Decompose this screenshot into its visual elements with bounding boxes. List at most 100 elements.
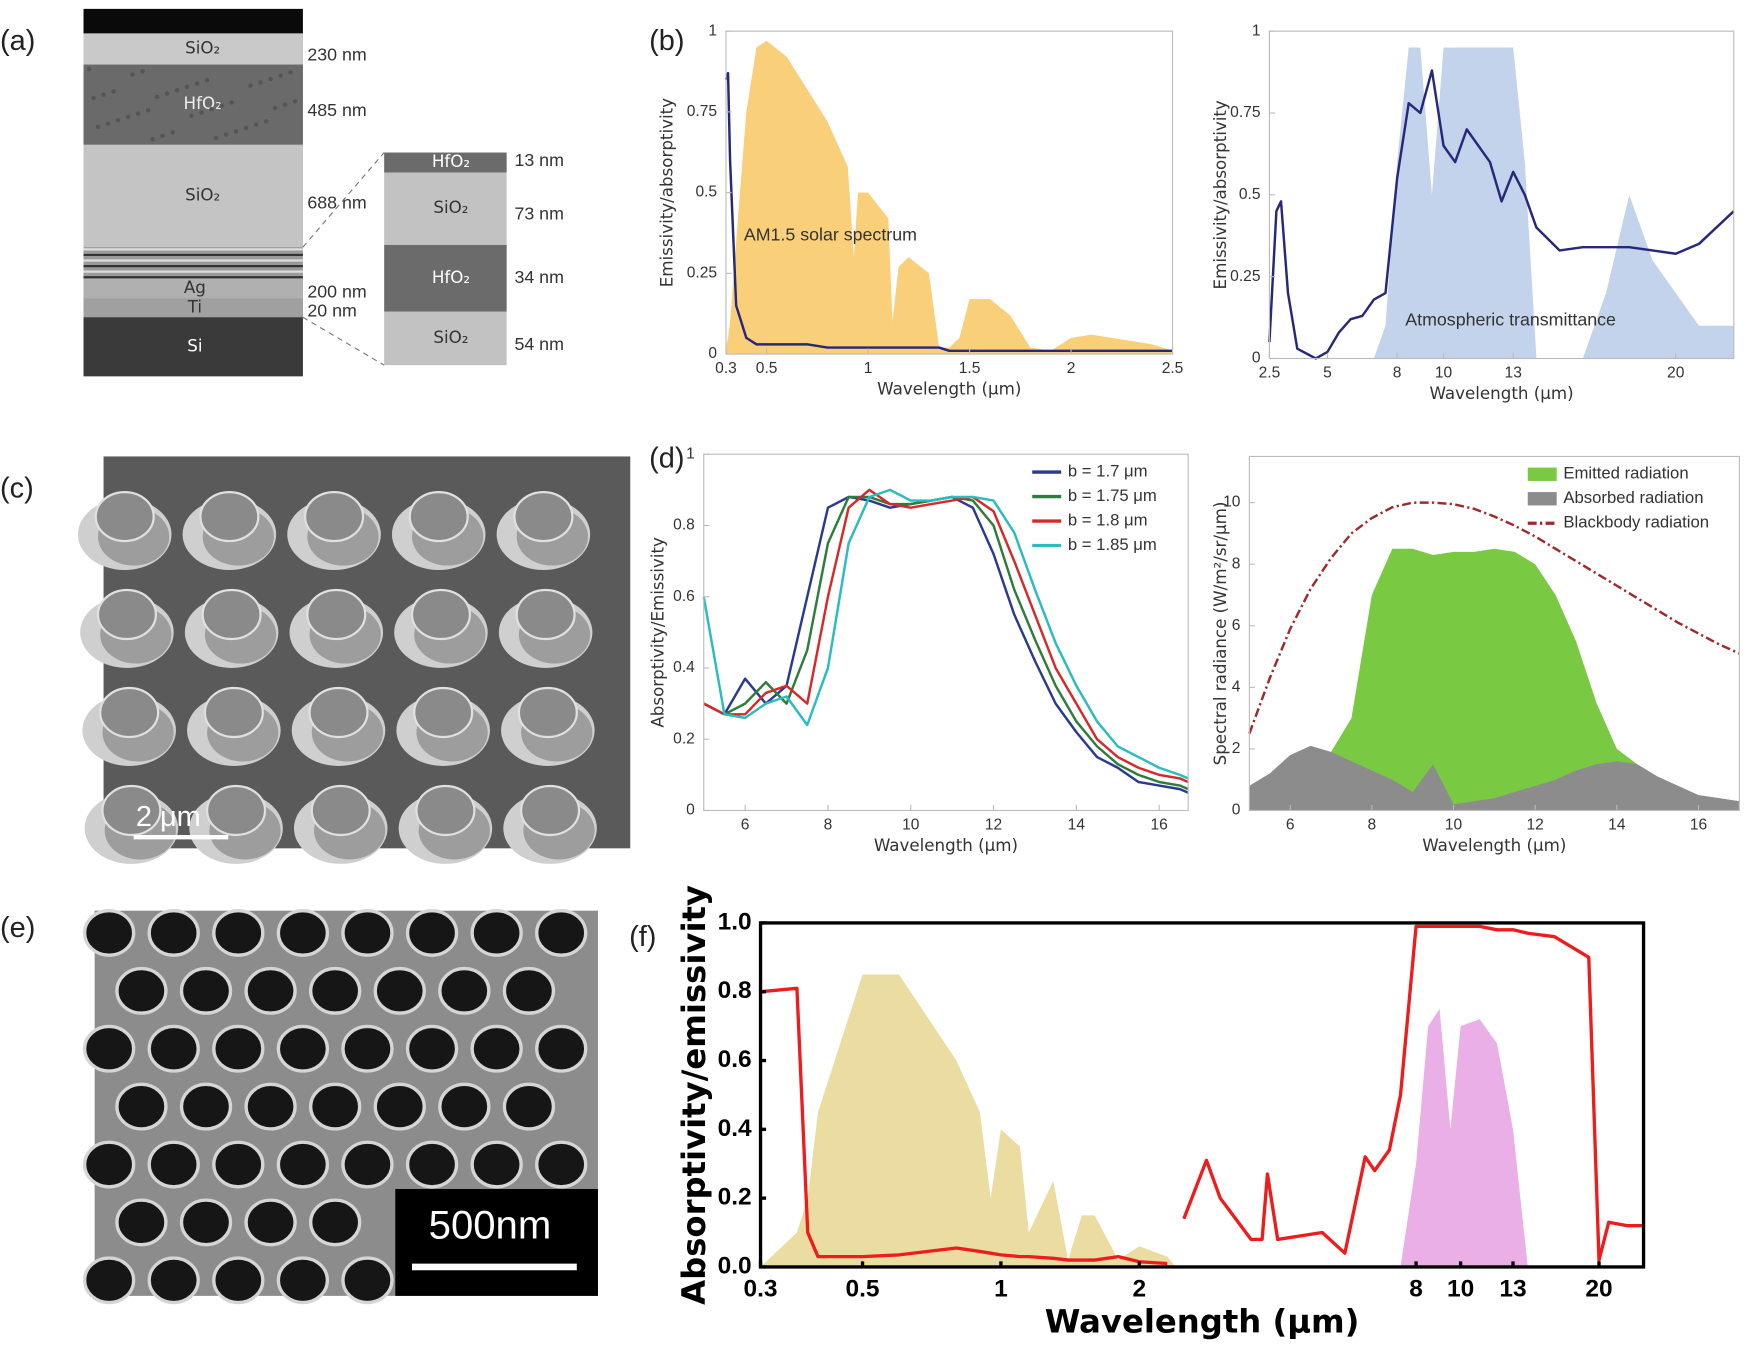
panel-label: (e) bbox=[0, 912, 35, 944]
y-axis-title: Absorptivity/Emissivity bbox=[648, 537, 668, 728]
y-tick-label: 0.2 bbox=[718, 1184, 752, 1211]
panel-label: (d) bbox=[649, 442, 684, 474]
pore bbox=[502, 966, 556, 1015]
panel-label: (b) bbox=[649, 25, 684, 57]
y-tick-label: 1 bbox=[686, 445, 695, 462]
texture bbox=[204, 77, 210, 83]
pore bbox=[373, 1082, 426, 1131]
texture bbox=[268, 76, 273, 82]
cone-top bbox=[306, 588, 367, 641]
texture bbox=[154, 94, 160, 100]
texture bbox=[125, 114, 131, 120]
inset-label: SiO₂ bbox=[433, 327, 468, 347]
x-tick-label: 2.5 bbox=[1162, 360, 1184, 377]
pore bbox=[438, 966, 491, 1015]
y-tick-label: 0 bbox=[1232, 802, 1241, 819]
x-tick-label: 0.5 bbox=[756, 360, 778, 377]
cone-top bbox=[201, 588, 262, 641]
pore bbox=[212, 1256, 265, 1305]
inset-label: HfO₂ bbox=[432, 151, 470, 171]
panel-label: (f) bbox=[629, 921, 656, 953]
pore bbox=[535, 1024, 588, 1073]
x-tick-label: 14 bbox=[1068, 816, 1086, 833]
x-tick-label: 5 bbox=[1323, 364, 1332, 381]
legend-label: Emitted radiation bbox=[1563, 464, 1688, 483]
x-tick-label: 10 bbox=[1445, 816, 1463, 833]
pore bbox=[309, 1082, 362, 1131]
texture bbox=[258, 80, 263, 85]
cone-top bbox=[101, 784, 162, 837]
texture bbox=[199, 110, 204, 115]
texture bbox=[170, 130, 175, 135]
x-tick-label: 6 bbox=[741, 816, 750, 833]
y-tick-label: 2 bbox=[1232, 740, 1241, 757]
y-tick-label: 4 bbox=[1232, 678, 1241, 695]
x-tick-label: 8 bbox=[1393, 364, 1402, 381]
cone-top bbox=[206, 784, 267, 837]
x-tick-label: 20 bbox=[1667, 364, 1685, 381]
x-axis-title: Wavelength (μm) bbox=[1429, 383, 1573, 403]
x-tick-label: 6 bbox=[1286, 816, 1295, 833]
texture bbox=[243, 125, 249, 131]
pore bbox=[82, 909, 136, 957]
pore bbox=[115, 966, 168, 1015]
line bbox=[1268, 69, 1735, 360]
area bbox=[1269, 47, 1734, 359]
x-tick-label: 14 bbox=[1608, 816, 1626, 833]
y-tick-label: 6 bbox=[1232, 617, 1241, 634]
x-tick-label: 16 bbox=[1150, 816, 1167, 833]
area bbox=[1249, 745, 1740, 811]
layer-label: SiO₂ bbox=[185, 184, 220, 204]
y-tick-label: 10 bbox=[1223, 494, 1241, 511]
pore bbox=[115, 1082, 168, 1131]
y-tick-label: 0.6 bbox=[673, 588, 695, 605]
cone-top bbox=[94, 490, 155, 543]
texture bbox=[164, 91, 170, 96]
texture bbox=[101, 92, 106, 97]
layer bbox=[83, 317, 303, 377]
legend-label: b = 1.85 μm bbox=[1068, 535, 1157, 554]
layer-thickness: 688 nm bbox=[307, 192, 366, 212]
texture bbox=[145, 107, 151, 113]
pore bbox=[341, 909, 394, 957]
texture bbox=[219, 103, 224, 108]
line bbox=[760, 924, 1644, 1266]
inset-layer bbox=[384, 172, 507, 245]
y-tick-label: 0.5 bbox=[1239, 186, 1261, 203]
y-tick-label: 0.75 bbox=[687, 103, 718, 120]
texture bbox=[209, 106, 214, 112]
texture bbox=[278, 73, 283, 78]
legend-swatch bbox=[1527, 492, 1557, 506]
x-tick-label: 12 bbox=[1527, 816, 1544, 833]
texture bbox=[189, 113, 194, 119]
plot-frame bbox=[703, 453, 1189, 812]
y-tick-label: 0.8 bbox=[718, 977, 752, 1004]
layer-label: SiO₂ bbox=[185, 37, 220, 57]
legend-label: b = 1.7 μm bbox=[1068, 461, 1148, 480]
pore bbox=[244, 1082, 297, 1131]
cone-top bbox=[96, 588, 158, 641]
plot-frame bbox=[1248, 455, 1740, 812]
texture bbox=[174, 87, 180, 93]
legend-label: b = 1.8 μm bbox=[1068, 510, 1148, 529]
x-tick-label: 1.5 bbox=[959, 360, 981, 377]
line bbox=[702, 488, 1189, 780]
texture bbox=[105, 121, 111, 126]
y-tick-label: 1 bbox=[708, 22, 717, 39]
y-tick-label: 0.75 bbox=[1230, 104, 1261, 121]
y-tick-label: 1.0 bbox=[718, 908, 752, 935]
inset-thickness: 54 nm bbox=[514, 334, 563, 354]
scale-label: 500nm bbox=[429, 1204, 552, 1248]
pore bbox=[276, 1140, 330, 1189]
cone-top bbox=[515, 588, 576, 641]
y-tick-label: 0.25 bbox=[1230, 268, 1261, 285]
texture bbox=[292, 99, 298, 104]
pore bbox=[470, 1140, 523, 1189]
area bbox=[1400, 1008, 1528, 1267]
pore bbox=[244, 966, 297, 1015]
y-tick-label: 0 bbox=[708, 345, 717, 362]
cone-top bbox=[413, 686, 474, 739]
zoom-line bbox=[302, 152, 385, 248]
y-axis-title: Emissivity/absorptivity bbox=[657, 98, 677, 287]
